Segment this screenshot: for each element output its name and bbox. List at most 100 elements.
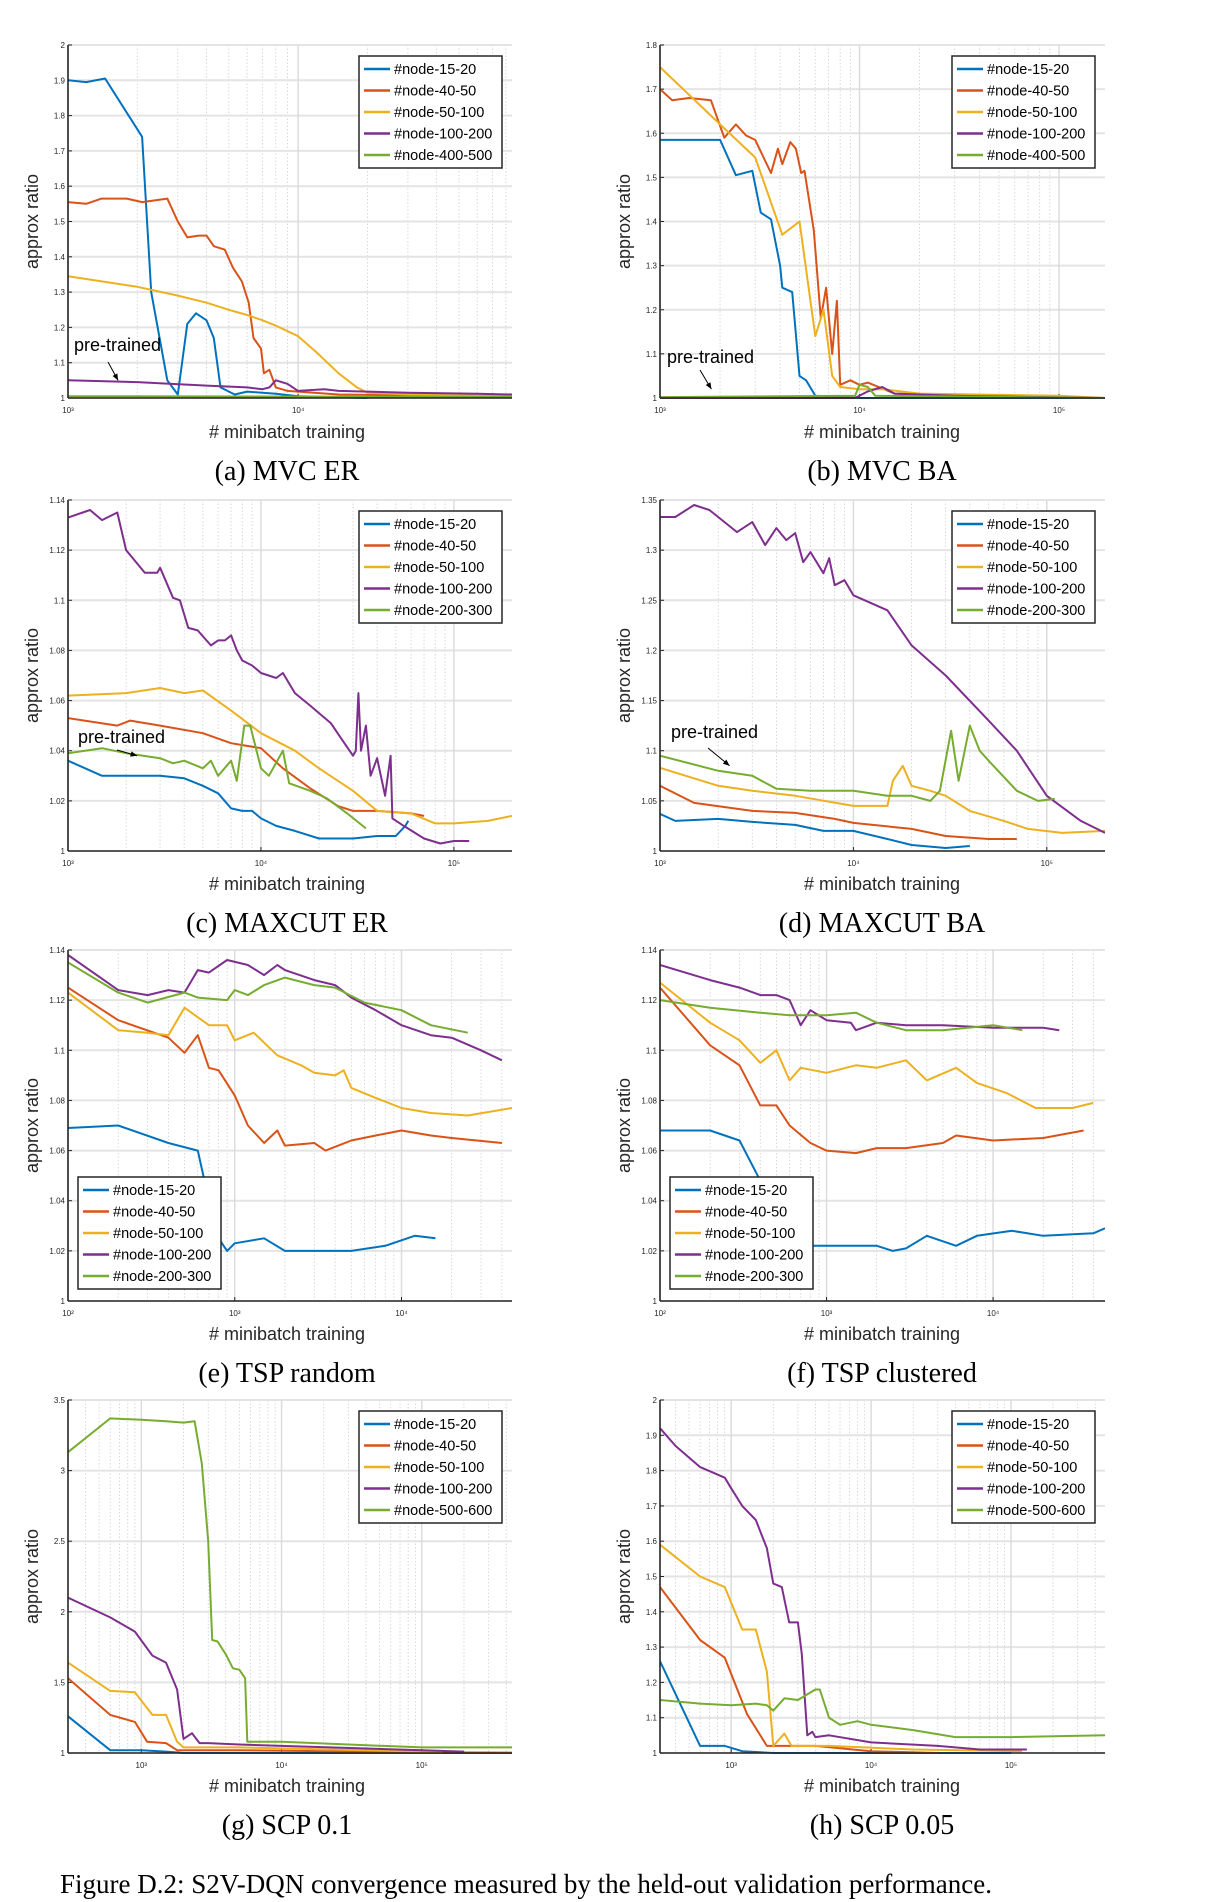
series-line-node-50-100 — [68, 991, 512, 1117]
y-tick-label: 1.8 — [54, 112, 66, 121]
legend-label: #node-40-50 — [394, 84, 476, 100]
subplot-h: 1 1.1 1.2 1.3 1.4 1.5 1.6 1.7 1.8 1.9 2 10³ 10⁴ 10⁵ #n… — [614, 1396, 1105, 1841]
y-tick-label: 1 — [653, 1749, 658, 1758]
y-tick-label: 1.08 — [49, 646, 65, 655]
y-tick-label: 3.5 — [54, 1396, 66, 1405]
y-tick-label: 2.5 — [54, 1537, 66, 1546]
subplot-caption: (a) MVC ER — [215, 456, 360, 487]
series-line-node-15-20 — [660, 1129, 1105, 1252]
x-axis-label: # minibatch training — [209, 1776, 365, 1796]
legend-label: #node-100-200 — [987, 127, 1085, 143]
legend-label: #node-400-500 — [987, 148, 1085, 164]
y-tick-label: 1.6 — [646, 129, 658, 138]
y-tick-label: 1.7 — [646, 1502, 658, 1511]
x-tick-label: 10⁴ — [275, 1761, 288, 1770]
x-axis-label: # minibatch training — [209, 874, 365, 894]
y-tick-label: 1 — [653, 394, 658, 403]
series-line-node-50-100 — [68, 687, 512, 825]
y-tick-label: 1.1 — [54, 596, 66, 605]
series-line-node-100-200 — [68, 1596, 465, 1753]
legend: #node-15-20 #node-40-50 #node-50-100 #node-… — [951, 55, 1096, 169]
legend-label: #node-100-200 — [987, 582, 1085, 598]
arrowhead-icon — [705, 382, 712, 390]
y-tick-label: 1.06 — [641, 1147, 657, 1156]
legend: #node-15-20 #node-40-50 #node-50-100 #node-… — [951, 1410, 1096, 1524]
y-tick-label: 1.05 — [641, 797, 657, 806]
y-tick-label: 1 — [653, 847, 658, 856]
series-line-node-200-300 — [68, 724, 367, 830]
annotation-pretrained: pre-trained — [78, 727, 165, 747]
y-tick-label: 1.4 — [646, 218, 658, 227]
subplot-caption: (b) MVC BA — [807, 456, 957, 487]
y-tick-label: 2 — [653, 1396, 658, 1405]
legend-label: #node-200-300 — [113, 1269, 211, 1285]
y-tick-label: 1.04 — [641, 1197, 657, 1206]
x-tick-label: 10⁴ — [853, 406, 866, 415]
x-axis-label: # minibatch training — [804, 874, 960, 894]
x-tick-label: 10³ — [654, 406, 666, 415]
y-tick-label: 1.1 — [54, 359, 66, 368]
series-line-node-50-100 — [660, 981, 1094, 1109]
legend-label: #node-500-600 — [394, 1503, 492, 1519]
x-tick-label: 10² — [654, 1309, 666, 1318]
series-line-node-50-100 — [68, 1661, 443, 1753]
annotation-pretrained: pre-trained — [667, 347, 754, 367]
y-tick-label: 1.9 — [54, 76, 66, 85]
y-tick-label: 1.6 — [646, 1537, 658, 1546]
series-line-node-15-20 — [68, 759, 410, 840]
subplot-caption: (d) MAXCUT BA — [779, 908, 986, 939]
series-line-node-40-50 — [68, 197, 478, 398]
y-tick-label: 1.7 — [646, 85, 658, 94]
y-axis-label: approx ratio — [22, 1529, 42, 1624]
legend-label: #node-15-20 — [705, 1183, 787, 1199]
subplot-caption: (g) SCP 0.1 — [222, 1810, 352, 1841]
series-line-node-15-20 — [660, 812, 970, 849]
x-axis-label: # minibatch training — [209, 1324, 365, 1344]
legend-label: #node-50-100 — [394, 560, 484, 576]
y-tick-label: 2 — [61, 1608, 66, 1617]
x-tick-label: 10³ — [725, 1761, 737, 1770]
legend-label: #node-200-300 — [987, 603, 1085, 619]
y-tick-label: 3 — [61, 1467, 66, 1476]
legend: #node-15-20 #node-40-50 #node-50-100 #node-… — [77, 1176, 222, 1290]
y-tick-label: 1.1 — [54, 1046, 66, 1055]
y-tick-label: 1.9 — [646, 1431, 658, 1440]
y-tick-label: 1 — [61, 847, 66, 856]
x-tick-label: 10⁴ — [395, 1309, 408, 1318]
y-tick-label: 1.04 — [49, 1197, 65, 1206]
subplot-caption: (h) SCP 0.05 — [810, 1810, 954, 1841]
y-tick-label: 1.3 — [646, 546, 658, 555]
legend-label: #node-100-200 — [394, 127, 492, 143]
x-tick-label: 10⁴ — [292, 406, 305, 415]
series-line-node-40-50 — [68, 717, 425, 817]
y-axis-label: approx ratio — [614, 174, 634, 269]
x-tick-label: 10³ — [62, 406, 74, 415]
y-tick-label: 1.08 — [49, 1096, 65, 1105]
legend-label: #node-50-100 — [987, 105, 1077, 121]
legend-label: #node-40-50 — [987, 84, 1069, 100]
x-axis-label: # minibatch training — [804, 422, 960, 442]
y-axis-label: approx ratio — [614, 628, 634, 723]
arrowhead-icon — [112, 373, 119, 381]
y-tick-label: 1.12 — [49, 546, 65, 555]
y-axis-label: approx ratio — [22, 1078, 42, 1173]
y-tick-label: 1.3 — [646, 262, 658, 271]
y-tick-label: 1.6 — [54, 182, 66, 191]
arrowhead-icon — [130, 751, 138, 757]
series-line-node-50-100 — [660, 764, 1105, 834]
series-line-node-50-100 — [68, 275, 512, 398]
x-axis-label: # minibatch training — [804, 1776, 960, 1796]
series-line-node-500-600 — [68, 1417, 512, 1749]
legend-label: #node-40-50 — [394, 539, 476, 555]
x-tick-label: 10⁵ — [416, 1761, 428, 1770]
series-line-node-100-200 — [660, 964, 1060, 1032]
y-tick-label: 1.8 — [646, 41, 658, 50]
x-tick-label: 10² — [62, 1309, 74, 1318]
x-tick-label: 10³ — [62, 859, 74, 868]
y-tick-label: 1.1 — [646, 747, 658, 756]
series-line-node-100-200 — [660, 1427, 1027, 1751]
subplot-caption: (f) TSP clustered — [787, 1358, 977, 1389]
y-tick-label: 1.25 — [641, 596, 657, 605]
legend: #node-15-20 #node-40-50 #node-50-100 #node-… — [358, 1410, 503, 1524]
y-tick-label: 1.35 — [641, 496, 657, 505]
